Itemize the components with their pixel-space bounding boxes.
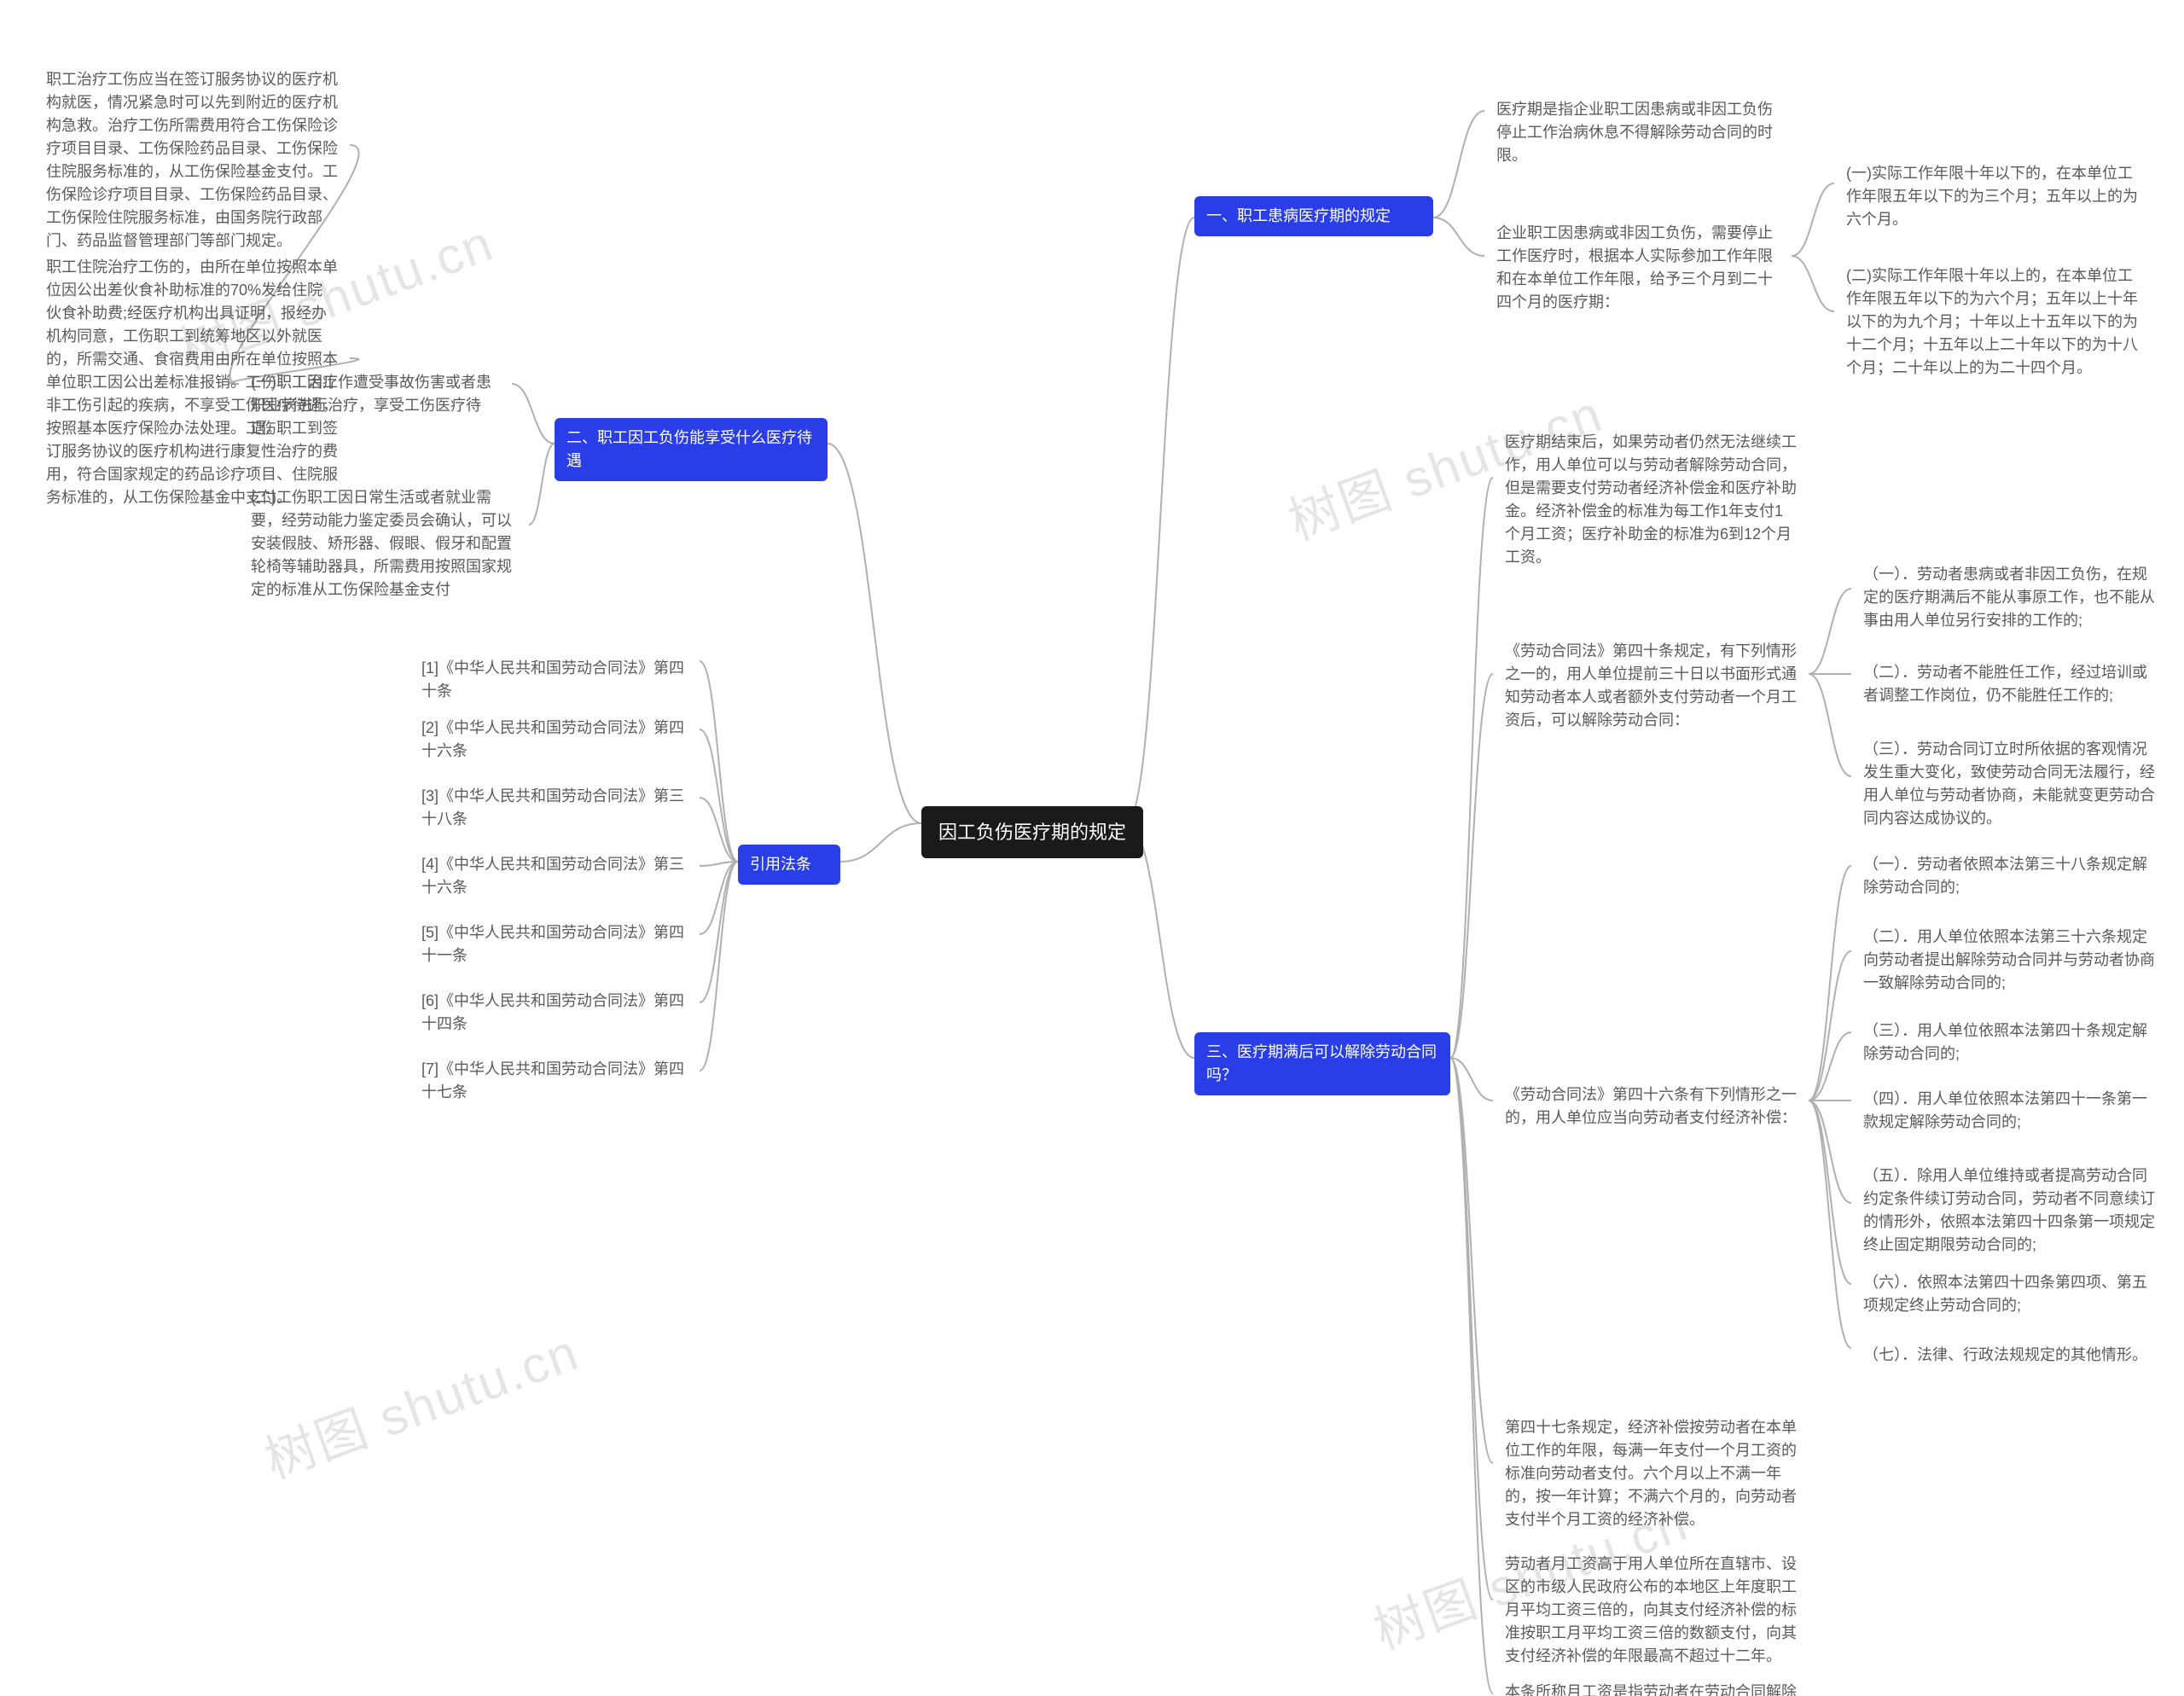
leaf-node: （二）．劳动者不能胜任工作，经过培训或者调整工作岗位，仍不能胜任工作的; — [1851, 653, 2167, 716]
connector — [828, 444, 921, 823]
branch-node[interactable]: 二、职工因工负伤能享受什么医疗待遇 — [555, 418, 828, 481]
connector — [1450, 1058, 1493, 1463]
leaf-node: （七）．法律、行政法规规定的其他情形。 — [1851, 1335, 2167, 1375]
leaf-node: (一)实际工作年限十年以下的，在本单位工作年限五年以下的为三个月；五年以上的为六… — [1834, 154, 2150, 240]
leaf-node: 第四十七条规定，经济补偿按劳动者在本单位工作的年限，每满一年支付一个月工资的标准… — [1493, 1408, 1809, 1540]
connector — [840, 823, 921, 862]
leaf-node: 《劳动合同法》第四十条规定，有下列情形之一的，用人单位提前三十日以书面形式通知劳… — [1493, 631, 1809, 741]
connector — [1809, 951, 1851, 1101]
connector — [1809, 1032, 1851, 1101]
connector — [700, 729, 738, 862]
connector — [700, 862, 738, 866]
connector — [512, 384, 555, 444]
connector — [1809, 1101, 1851, 1203]
connector — [700, 862, 738, 1071]
root-node[interactable]: 因工负伤医疗期的规定 — [921, 806, 1143, 858]
leaf-node: （一）．劳动者依照本法第三十八条规定解除劳动合同的; — [1851, 845, 2167, 908]
connector — [529, 444, 555, 525]
leaf-node: 医疗期是指企业职工因患病或非因工负伤停止工作治病休息不得解除劳动合同的时限。 — [1484, 90, 1792, 176]
connector — [700, 862, 738, 1002]
connector — [1450, 478, 1493, 1058]
branch-node[interactable]: 三、医疗期满后可以解除劳动合同吗？ — [1194, 1032, 1450, 1095]
leaf-node: 企业职工因患病或非因工负伤，需要停止工作医疗时，根据本人实际参加工作年限和在本单… — [1484, 213, 1792, 322]
connector — [1809, 674, 1851, 776]
leaf-node: 本条所称月工资是指劳动者在劳动合同解除或者终止前十二个月的平均工资。 — [1493, 1672, 1809, 1696]
leaf-node: [6]《中华人民共和国劳动合同法》第四十四条 — [410, 981, 700, 1044]
connector — [1450, 1058, 1493, 1101]
connector — [1450, 674, 1493, 1058]
leaf-node: （三）．劳动合同订立时所依据的客观情况发生重大变化，致使劳动合同无法履行，经用人… — [1851, 729, 2167, 839]
branch-node[interactable]: 一、职工患病医疗期的规定 — [1194, 196, 1433, 236]
connector — [1809, 589, 1851, 674]
leaf-node: (二)工伤职工因日常生活或者就业需要，经劳动能力鉴定委员会确认，可以安装假肢、矫… — [239, 478, 529, 610]
connector — [1809, 1101, 1851, 1348]
leaf-node: 劳动者月工资高于用人单位所在直辖市、设区的市级人民政府公布的本地区上年度职工月平… — [1493, 1544, 1809, 1676]
connector — [1792, 183, 1834, 256]
connector — [700, 798, 738, 862]
connector — [1792, 256, 1834, 311]
branch-node[interactable]: 引用法条 — [738, 845, 840, 885]
connector — [1433, 218, 1484, 256]
leaf-node: （四）．用人单位依照本法第四十一条第一款规定解除劳动合同的; — [1851, 1079, 2167, 1142]
connector — [1450, 1058, 1493, 1600]
leaf-node: 医疗期结束后，如果劳动者仍然无法继续工作，用人单位可以与劳动者解除劳动合同，但是… — [1493, 422, 1809, 578]
connector — [1809, 1101, 1851, 1284]
leaf-node: 职工治疗工伤应当在签订服务协议的医疗机构就医，情况紧急时可以先到附近的医疗机构急… — [34, 60, 350, 261]
leaf-node: [1]《中华人民共和国劳动合同法》第四十条 — [410, 648, 700, 712]
leaf-node: （二）．用人单位依照本法第三十六条规定向劳动者提出解除劳动合同并与劳动者协商一致… — [1851, 917, 2167, 1003]
leaf-node: [5]《中华人民共和国劳动合同法》第四十一条 — [410, 913, 700, 976]
watermark: 树图 shutu.cn — [253, 1311, 588, 1494]
connector — [1450, 1058, 1493, 1693]
leaf-node: （六）．依照本法第四十四条第四项、第五项规定终止劳动合同的; — [1851, 1263, 2167, 1326]
leaf-node: 《劳动合同法》第四十六条有下列情形之一的，用人单位应当向劳动者支付经济补偿： — [1493, 1075, 1809, 1138]
leaf-node: [7]《中华人民共和国劳动合同法》第四十七条 — [410, 1049, 700, 1112]
leaf-node: （三）．用人单位依照本法第四十条规定解除劳动合同的; — [1851, 1011, 2167, 1074]
connector — [700, 862, 738, 934]
leaf-node: （一）．劳动者患病或者非因工负伤，在规定的医疗期满后不能从事原工作，也不能从事由… — [1851, 555, 2167, 641]
connector — [700, 661, 738, 862]
leaf-node: [3]《中华人民共和国劳动合同法》第三十八条 — [410, 776, 700, 839]
leaf-node: (二)实际工作年限十年以上的，在本单位工作年限五年以下的为六个月；五年以上十年以… — [1834, 256, 2150, 388]
connector — [1433, 111, 1484, 218]
connector — [1126, 218, 1194, 823]
leaf-node: [2]《中华人民共和国劳动合同法》第四十六条 — [410, 708, 700, 771]
connector — [1809, 866, 1851, 1101]
connector — [1126, 823, 1194, 1058]
leaf-node: （五）．除用人单位维持或者提高劳动合同约定条件续订劳动合同，劳动者不同意续订的情… — [1851, 1156, 2167, 1265]
leaf-node: [4]《中华人民共和国劳动合同法》第三十六条 — [410, 845, 700, 908]
